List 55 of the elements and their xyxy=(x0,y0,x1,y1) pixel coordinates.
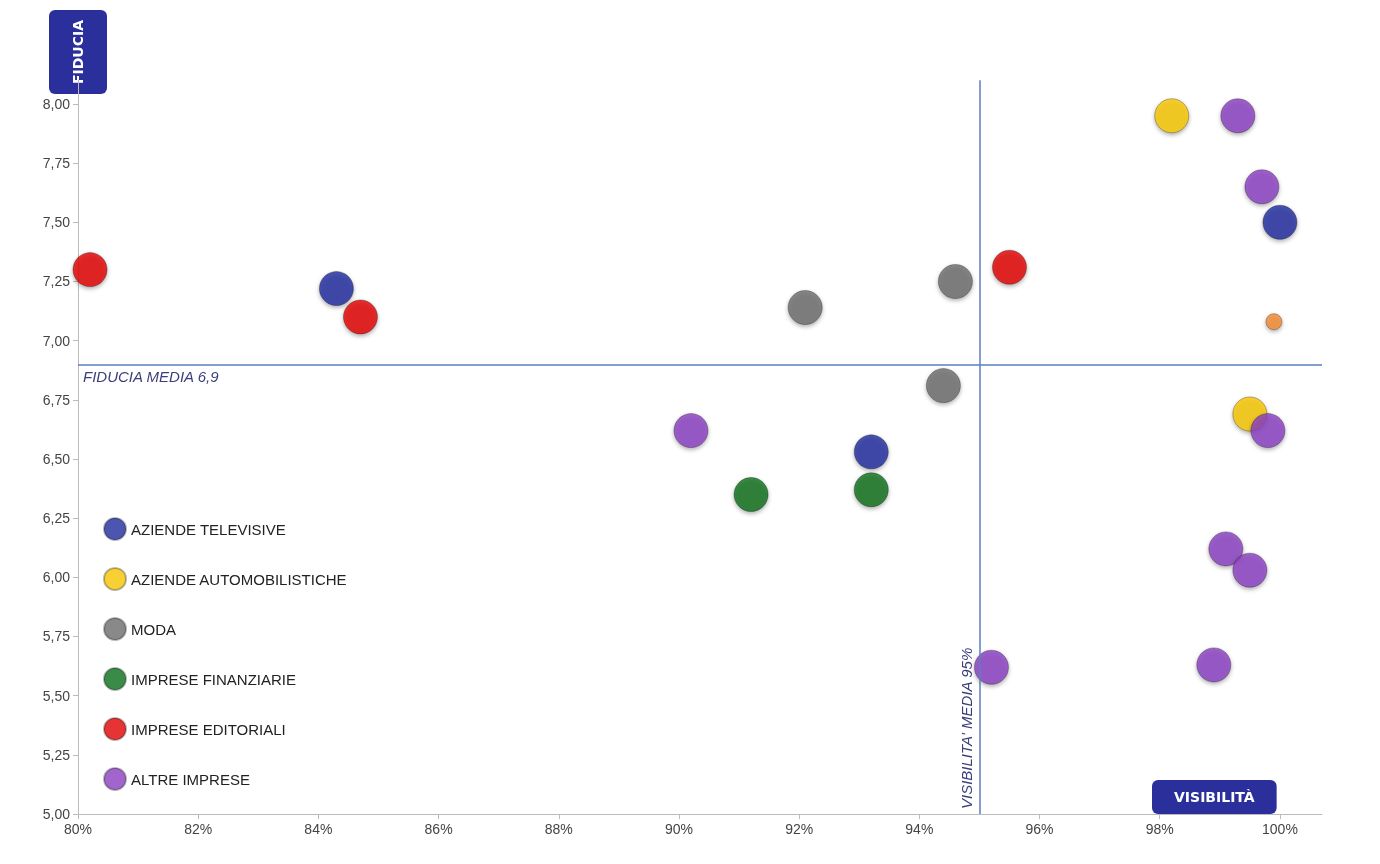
legend-label: IMPRESE FINANZIARIE xyxy=(131,670,297,688)
x-tick-label: 100% xyxy=(1262,821,1298,837)
point xyxy=(733,476,769,512)
x-tick-label: 98% xyxy=(1145,821,1174,837)
point xyxy=(1265,313,1283,331)
legend-label: AZIENDE TELEVISIVE xyxy=(131,520,286,538)
y-tick-label: 6,25 xyxy=(42,510,71,527)
point xyxy=(925,368,961,404)
point xyxy=(853,472,889,508)
y-tick-label: 7,50 xyxy=(42,214,71,231)
x-tick-label: 92% xyxy=(785,821,814,837)
y-tick-label: 6,75 xyxy=(42,391,71,408)
point xyxy=(1208,531,1244,567)
x-tick-label: 96% xyxy=(1025,821,1054,837)
point xyxy=(1232,552,1268,588)
legend-label: IMPRESE EDITORIALI xyxy=(131,720,286,738)
x-tick-label: 80% xyxy=(63,821,93,837)
y-tick-label: 5,25 xyxy=(42,746,71,763)
y-tick-label: 6,50 xyxy=(42,450,71,467)
point xyxy=(1250,413,1286,449)
point xyxy=(1220,98,1256,134)
y-tick-label: 5,00 xyxy=(42,806,71,822)
y-tick-label: 5,75 xyxy=(42,628,71,645)
point xyxy=(992,249,1027,285)
ref-line-label: FIDUCIA MEDIA 6,9 xyxy=(83,368,220,386)
point xyxy=(1244,169,1280,205)
y-tick-label: 8,00 xyxy=(42,95,71,112)
x-tick-label: 94% xyxy=(905,821,934,837)
y-tick-label: 7,25 xyxy=(42,273,71,290)
point xyxy=(1154,98,1190,134)
point xyxy=(853,434,889,470)
legend-label: AZIENDE AUTOMOBILISTICHE xyxy=(131,570,347,588)
y-tick-label: 6,00 xyxy=(42,569,71,586)
y-tick-label: 7,75 xyxy=(42,155,71,172)
x-axis-title: VISIBILITÀ xyxy=(1174,789,1255,805)
y-axis-title: FIDUCIA xyxy=(70,19,86,85)
point xyxy=(937,263,973,299)
point xyxy=(342,299,378,335)
legend-label: ALTRE IMPRESE xyxy=(131,770,250,788)
point xyxy=(974,649,1009,685)
legend-label: MODA xyxy=(131,620,176,638)
x-tick-label: 82% xyxy=(184,821,213,837)
point xyxy=(72,252,108,288)
point xyxy=(1262,204,1298,240)
y-tick-label: 5,50 xyxy=(42,687,71,704)
point xyxy=(787,290,823,325)
x-tick-label: 84% xyxy=(304,821,333,837)
x-tick-label: 86% xyxy=(424,821,453,837)
y-tick-label: 7,00 xyxy=(42,332,71,349)
x-tick-label: 88% xyxy=(544,821,573,837)
x-tick-label: 90% xyxy=(664,821,693,837)
ref-line-label: VISIBILITA' MEDIA 95% xyxy=(958,647,976,809)
point xyxy=(673,413,709,449)
point xyxy=(318,271,354,307)
point xyxy=(1196,647,1232,683)
